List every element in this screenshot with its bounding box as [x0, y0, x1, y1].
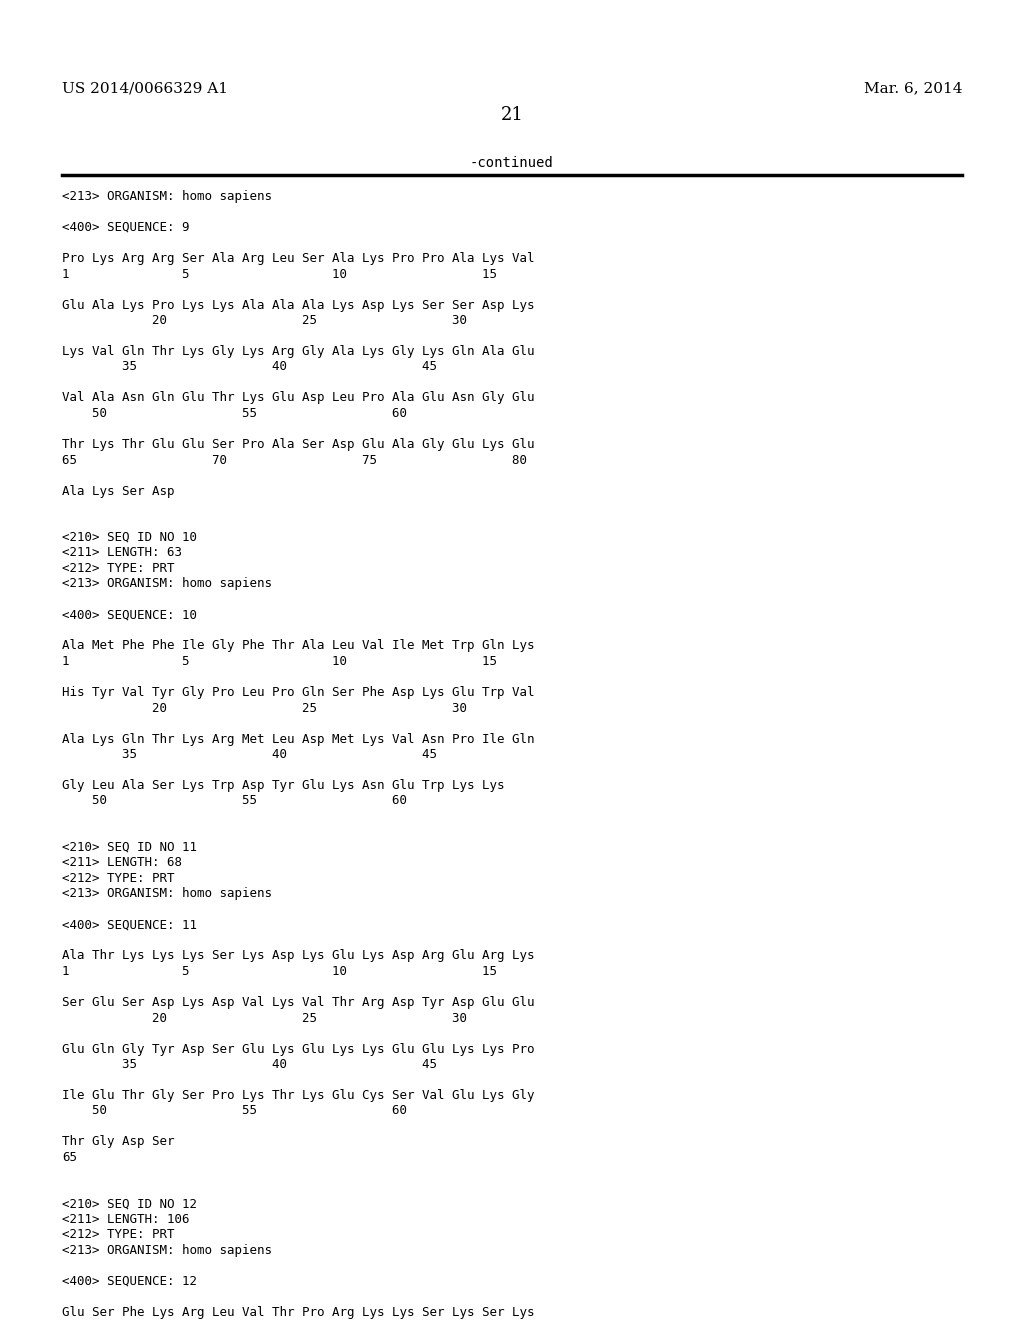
- Text: <400> SEQUENCE: 11: <400> SEQUENCE: 11: [62, 919, 197, 932]
- Text: Glu Ala Lys Pro Lys Lys Ala Ala Ala Lys Asp Lys Ser Ser Asp Lys: Glu Ala Lys Pro Lys Lys Ala Ala Ala Lys …: [62, 298, 535, 312]
- Text: 50                  55                  60: 50 55 60: [62, 795, 407, 808]
- Text: <210> SEQ ID NO 11: <210> SEQ ID NO 11: [62, 841, 197, 854]
- Text: US 2014/0066329 A1: US 2014/0066329 A1: [62, 81, 228, 95]
- Text: -continued: -continued: [470, 156, 554, 170]
- Text: 65: 65: [62, 1151, 77, 1164]
- Text: <213> ORGANISM: homo sapiens: <213> ORGANISM: homo sapiens: [62, 578, 272, 590]
- Text: 35                  40                  45: 35 40 45: [62, 748, 437, 762]
- Text: 1               5                   10                  15: 1 5 10 15: [62, 655, 497, 668]
- Text: <212> TYPE: PRT: <212> TYPE: PRT: [62, 562, 174, 576]
- Text: Ala Lys Ser Asp: Ala Lys Ser Asp: [62, 484, 174, 498]
- Text: Ser Glu Ser Asp Lys Asp Val Lys Val Thr Arg Asp Tyr Asp Glu Glu: Ser Glu Ser Asp Lys Asp Val Lys Val Thr …: [62, 997, 535, 1008]
- Text: <211> LENGTH: 63: <211> LENGTH: 63: [62, 546, 182, 560]
- Text: Lys Val Gln Thr Lys Gly Lys Arg Gly Ala Lys Gly Lys Gln Ala Glu: Lys Val Gln Thr Lys Gly Lys Arg Gly Ala …: [62, 345, 535, 358]
- Text: <400> SEQUENCE: 9: <400> SEQUENCE: 9: [62, 220, 189, 234]
- Text: <213> ORGANISM: homo sapiens: <213> ORGANISM: homo sapiens: [62, 887, 272, 900]
- Text: Glu Ser Phe Lys Arg Leu Val Thr Pro Arg Lys Lys Ser Lys Ser Lys: Glu Ser Phe Lys Arg Leu Val Thr Pro Arg …: [62, 1305, 535, 1319]
- Text: <212> TYPE: PRT: <212> TYPE: PRT: [62, 873, 174, 884]
- Text: Thr Gly Asp Ser: Thr Gly Asp Ser: [62, 1135, 174, 1148]
- Text: Glu Gln Gly Tyr Asp Ser Glu Lys Glu Lys Lys Glu Glu Lys Lys Pro: Glu Gln Gly Tyr Asp Ser Glu Lys Glu Lys …: [62, 1043, 535, 1056]
- Text: Pro Lys Arg Arg Ser Ala Arg Leu Ser Ala Lys Pro Pro Ala Lys Val: Pro Lys Arg Arg Ser Ala Arg Leu Ser Ala …: [62, 252, 535, 265]
- Text: 1               5                   10                  15: 1 5 10 15: [62, 268, 497, 281]
- Text: Mar. 6, 2014: Mar. 6, 2014: [863, 81, 962, 95]
- Text: <210> SEQ ID NO 10: <210> SEQ ID NO 10: [62, 531, 197, 544]
- Text: 20                  25                  30: 20 25 30: [62, 314, 467, 327]
- Text: <212> TYPE: PRT: <212> TYPE: PRT: [62, 1229, 174, 1242]
- Text: 50                  55                  60: 50 55 60: [62, 1105, 407, 1118]
- Text: 50                  55                  60: 50 55 60: [62, 407, 407, 420]
- Text: <211> LENGTH: 106: <211> LENGTH: 106: [62, 1213, 189, 1226]
- Text: <210> SEQ ID NO 12: <210> SEQ ID NO 12: [62, 1197, 197, 1210]
- Text: 1               5                   10                  15: 1 5 10 15: [62, 965, 497, 978]
- Text: 65                  70                  75                  80: 65 70 75 80: [62, 454, 527, 466]
- Text: <213> ORGANISM: homo sapiens: <213> ORGANISM: homo sapiens: [62, 190, 272, 203]
- Text: <400> SEQUENCE: 10: <400> SEQUENCE: 10: [62, 609, 197, 622]
- Text: 21: 21: [501, 106, 523, 124]
- Text: Ile Glu Thr Gly Ser Pro Lys Thr Lys Glu Cys Ser Val Glu Lys Gly: Ile Glu Thr Gly Ser Pro Lys Thr Lys Glu …: [62, 1089, 535, 1102]
- Text: 20                  25                  30: 20 25 30: [62, 1011, 467, 1024]
- Text: Ala Met Phe Phe Ile Gly Phe Thr Ala Leu Val Ile Met Trp Gln Lys: Ala Met Phe Phe Ile Gly Phe Thr Ala Leu …: [62, 639, 535, 652]
- Text: Val Ala Asn Gln Glu Thr Lys Glu Asp Leu Pro Ala Glu Asn Gly Glu: Val Ala Asn Gln Glu Thr Lys Glu Asp Leu …: [62, 392, 535, 404]
- Text: <400> SEQUENCE: 12: <400> SEQUENCE: 12: [62, 1275, 197, 1288]
- Text: <211> LENGTH: 68: <211> LENGTH: 68: [62, 857, 182, 870]
- Text: Ala Thr Lys Lys Lys Ser Lys Asp Lys Glu Lys Asp Arg Glu Arg Lys: Ala Thr Lys Lys Lys Ser Lys Asp Lys Glu …: [62, 949, 535, 962]
- Text: 35                  40                  45: 35 40 45: [62, 360, 437, 374]
- Text: His Tyr Val Tyr Gly Pro Leu Pro Gln Ser Phe Asp Lys Glu Trp Val: His Tyr Val Tyr Gly Pro Leu Pro Gln Ser …: [62, 686, 535, 700]
- Text: Ala Lys Gln Thr Lys Arg Met Leu Asp Met Lys Val Asn Pro Ile Gln: Ala Lys Gln Thr Lys Arg Met Leu Asp Met …: [62, 733, 535, 746]
- Text: <213> ORGANISM: homo sapiens: <213> ORGANISM: homo sapiens: [62, 1243, 272, 1257]
- Text: Thr Lys Thr Glu Glu Ser Pro Ala Ser Asp Glu Ala Gly Glu Lys Glu: Thr Lys Thr Glu Glu Ser Pro Ala Ser Asp …: [62, 438, 535, 451]
- Text: Gly Leu Ala Ser Lys Trp Asp Tyr Glu Lys Asn Glu Trp Lys Lys: Gly Leu Ala Ser Lys Trp Asp Tyr Glu Lys …: [62, 779, 505, 792]
- Text: 20                  25                  30: 20 25 30: [62, 701, 467, 714]
- Text: 35                  40                  45: 35 40 45: [62, 1059, 437, 1071]
